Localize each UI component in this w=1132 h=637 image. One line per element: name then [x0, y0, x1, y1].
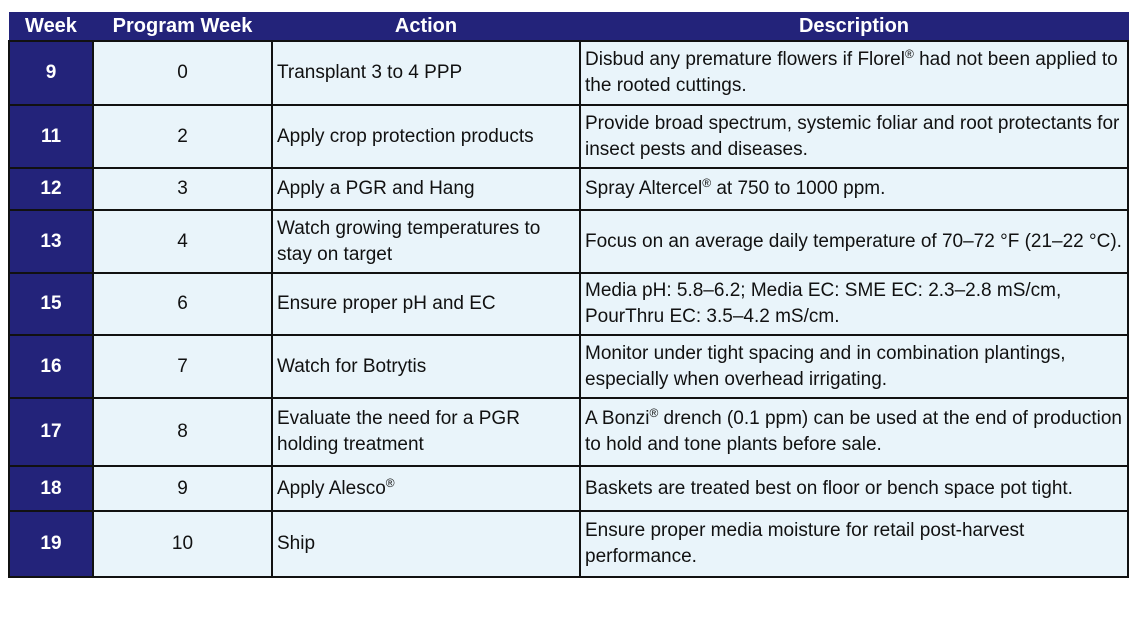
- action-cell: Watch for Botrytis: [271, 334, 581, 399]
- column-header: Description: [579, 12, 1129, 42]
- action-cell: Watch growing temperatures to stay on ta…: [271, 209, 581, 274]
- description-cell: Disbud any premature flowers if Florel® …: [579, 40, 1129, 106]
- header-row: Week Program Week Action Description: [8, 12, 1129, 42]
- program-week-cell: 0: [92, 40, 273, 106]
- action-cell: Transplant 3 to 4 PPP: [271, 40, 581, 106]
- column-header: Action: [271, 12, 581, 42]
- table-row: 12 3 Apply a PGR and Hang Spray Altercel® a…: [8, 167, 1129, 211]
- program-week-cell: 9: [92, 465, 273, 512]
- description-cell: Baskets are treated best on floor or ben…: [579, 465, 1129, 512]
- table-row: 9 0 Transplant 3 to 4 PPP Disbud any premat…: [8, 40, 1129, 106]
- table-row: 17 8 Evaluate the need for a PGR holding t…: [8, 397, 1129, 467]
- week-cell: 16: [8, 334, 94, 399]
- table-body: 9 0 Transplant 3 to 4 PPP Disbud any premat…: [8, 40, 1129, 578]
- description-cell: A Bonzi® drench (0.1 ppm) can be used at…: [579, 397, 1129, 467]
- column-header: Week: [8, 12, 94, 42]
- description-cell: Media pH: 5.8–6.2; Media EC: SME EC: 2.3…: [579, 272, 1129, 336]
- week-cell: 11: [8, 104, 94, 169]
- week-cell: 18: [8, 465, 94, 512]
- week-cell: 13: [8, 209, 94, 274]
- action-cell: Apply crop protection products: [271, 104, 581, 169]
- week-cell: 19: [8, 510, 94, 578]
- description-cell: Ensure proper media moisture for retail …: [579, 510, 1129, 578]
- table-row: 19 10 Ship Ensure proper media moisture for…: [8, 510, 1129, 578]
- description-cell: Focus on an average daily temperature of…: [579, 209, 1129, 274]
- program-week-cell: 2: [92, 104, 273, 169]
- program-week-cell: 7: [92, 334, 273, 399]
- action-cell: Ensure proper pH and EC: [271, 272, 581, 336]
- action-cell: Apply Alesco®: [271, 465, 581, 512]
- program-week-cell: 4: [92, 209, 273, 274]
- column-header: Program Week: [92, 12, 273, 42]
- table-row: 16 7 Watch for Botrytis Monitor under tight…: [8, 334, 1129, 399]
- week-cell: 17: [8, 397, 94, 467]
- program-week-cell: 3: [92, 167, 273, 211]
- table-row: 18 9 Apply Alesco® Baskets are treated best…: [8, 465, 1129, 512]
- week-cell: 15: [8, 272, 94, 336]
- program-week-cell: 6: [92, 272, 273, 336]
- action-cell: Apply a PGR and Hang: [271, 167, 581, 211]
- action-cell: Ship: [271, 510, 581, 578]
- description-cell: Spray Altercel® at 750 to 1000 ppm.: [579, 167, 1129, 211]
- table-row: 11 2 Apply crop protection products Provide…: [8, 104, 1129, 169]
- week-cell: 9: [8, 40, 94, 106]
- table-row: 13 4 Watch growing temperatures to stay on…: [8, 209, 1129, 274]
- description-cell: Monitor under tight spacing and in combi…: [579, 334, 1129, 399]
- program-week-cell: 10: [92, 510, 273, 578]
- description-cell: Provide broad spectrum, systemic foliar …: [579, 104, 1129, 169]
- program-week-cell: 8: [92, 397, 273, 467]
- table-row: 15 6 Ensure proper pH and EC Media pH: 5.8–…: [8, 272, 1129, 336]
- schedule-table: Week Program Week Action Description 9 0 Tran…: [8, 12, 1129, 578]
- week-cell: 12: [8, 167, 94, 211]
- action-cell: Evaluate the need for a PGR holding trea…: [271, 397, 581, 467]
